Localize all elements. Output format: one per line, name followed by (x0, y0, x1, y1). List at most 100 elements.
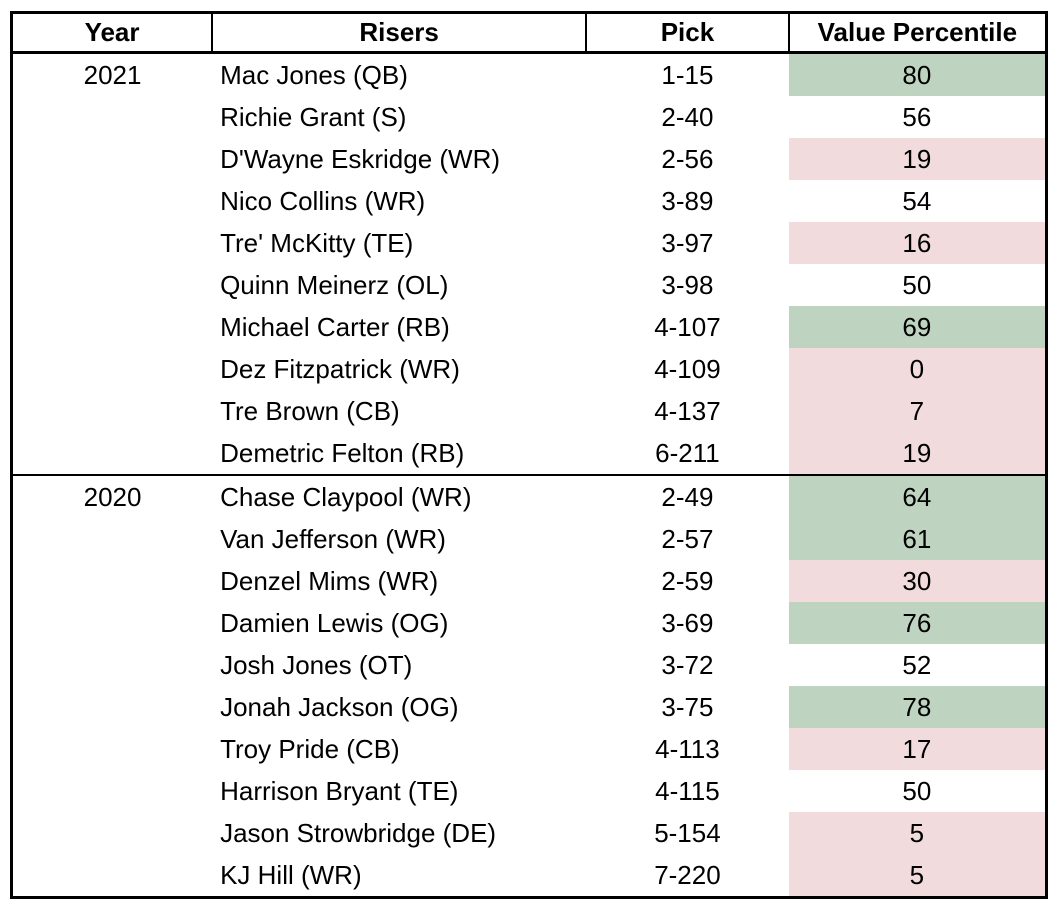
col-header-risers: Risers (212, 12, 588, 54)
value-percentile-cell: 5 (788, 854, 1047, 898)
value-percentile-cell: 16 (788, 222, 1047, 264)
value-percentile-cell: 69 (788, 306, 1047, 348)
table-row: Nico Collins (WR) 3-89 54 (12, 180, 1047, 222)
year-cell (12, 644, 213, 686)
year-cell (12, 306, 213, 348)
riser-player-cell: Jason Strowbridge (DE) (220, 817, 497, 848)
riser-player-cell: Michael Carter (RB) (220, 311, 450, 342)
riser-player-cell: Van Jefferson (WR) (220, 523, 446, 554)
pick-cell: 2-59 (661, 565, 714, 596)
value-percentile-cell: 17 (788, 728, 1047, 770)
pick-cell: 6-211 (655, 437, 720, 468)
year-cell (12, 686, 213, 728)
value-percentile-cell: 19 (788, 138, 1047, 180)
table-row: Josh Jones (OT) 3-72 52 (12, 644, 1047, 686)
riser-player-cell: Jonah Jackson (OG) (220, 691, 459, 722)
value-percentile-cell: 19 (788, 432, 1047, 475)
draft-risers-table-container: Year Risers Pick Value Percentile 2021 Ma… (10, 11, 1048, 899)
year-cell (12, 728, 213, 770)
table-row: Damien Lewis (OG) 3-69 76 (12, 602, 1047, 644)
riser-player-cell: Damien Lewis (OG) (220, 607, 449, 638)
pick-cell: 3-97 (661, 227, 714, 258)
year-cell (12, 348, 213, 390)
year-cell (12, 390, 213, 432)
value-percentile-cell: 50 (902, 775, 932, 806)
riser-player-cell: Chase Claypool (WR) (212, 474, 587, 518)
col-header-value-percentile: Value Percentile (788, 12, 1047, 54)
value-percentile-cell: 64 (788, 474, 1047, 518)
value-percentile-cell: 54 (902, 185, 932, 216)
table-row: Tre Brown (CB) 4-137 7 (12, 390, 1047, 432)
table-row: Van Jefferson (WR) 2-57 61 (12, 518, 1047, 560)
year-cell (12, 138, 213, 180)
pick-cell: 3-98 (661, 269, 714, 300)
table-row: Dez Fitzpatrick (WR) 4-109 0 (12, 348, 1047, 390)
riser-player-cell: Tre' McKitty (TE) (220, 227, 414, 258)
draft-risers-table: Year Risers Pick Value Percentile 2021 Ma… (10, 11, 1048, 899)
value-percentile-cell: 80 (788, 52, 1047, 96)
year-cell: 2021 (83, 59, 142, 90)
table-row: D'Wayne Eskridge (WR) 2-56 19 (12, 138, 1047, 180)
pick-cell: 3-89 (661, 185, 714, 216)
year-cell (12, 222, 213, 264)
value-percentile-cell: 52 (902, 649, 932, 680)
pick-cell: 4-115 (655, 775, 720, 806)
table-row: Michael Carter (RB) 4-107 69 (12, 306, 1047, 348)
value-percentile-cell: 50 (902, 269, 932, 300)
riser-player-cell: Mac Jones (QB) (220, 59, 408, 90)
year-cell (12, 770, 213, 812)
riser-player-cell: Demetric Felton (RB) (220, 437, 465, 468)
table-row: 2021 Mac Jones (QB) 1-15 80 (12, 52, 1047, 96)
riser-player-cell: Harrison Bryant (TE) (220, 775, 459, 806)
riser-player-cell: Richie Grant (S) (220, 101, 407, 132)
riser-player-cell: Josh Jones (OT) (220, 649, 413, 680)
pick-cell: 4-137 (654, 395, 721, 426)
riser-player-cell: D'Wayne Eskridge (WR) (220, 143, 501, 174)
pick-cell: 2-56 (661, 143, 714, 174)
year-cell (12, 96, 213, 138)
value-percentile-cell: 78 (788, 686, 1047, 728)
pick-cell: 2-57 (661, 523, 714, 554)
table-row: Jason Strowbridge (DE) 5-154 5 (12, 812, 1047, 854)
table-header: Year Risers Pick Value Percentile (11, 12, 1047, 54)
header-row: Year Risers Pick Value Percentile (11, 12, 1047, 54)
pick-cell: 4-109 (654, 353, 721, 384)
col-header-year: Year (11, 12, 214, 54)
riser-player-cell: Denzel Mims (WR) (220, 565, 439, 596)
year-cell (12, 180, 213, 222)
pick-cell: 1-15 (661, 59, 714, 90)
value-percentile-cell: 56 (902, 101, 932, 132)
riser-player-cell: Dez Fitzpatrick (WR) (220, 353, 460, 384)
col-header-pick: Pick (586, 12, 790, 54)
year-cell (12, 518, 213, 560)
pick-cell: 4-113 (655, 733, 720, 764)
year-cell (12, 264, 213, 306)
pick-cell: 2-49 (586, 474, 789, 518)
year-cell (12, 854, 213, 898)
value-percentile-cell: 30 (788, 560, 1047, 602)
table-row: Troy Pride (CB) 4-113 17 (12, 728, 1047, 770)
year-cell: 2020 (11, 474, 213, 518)
table-row: Richie Grant (S) 2-40 56 (12, 96, 1047, 138)
pick-cell: 3-69 (661, 607, 714, 638)
value-percentile-cell: 5 (788, 812, 1047, 854)
table-row: KJ Hill (WR) 7-220 5 (12, 854, 1047, 898)
riser-player-cell: Nico Collins (WR) (220, 185, 426, 216)
table-body: 2021 Mac Jones (QB) 1-15 80 Richie Grant (S)… (11, 52, 1047, 898)
year-cell (12, 432, 213, 475)
table-row: Harrison Bryant (TE) 4-115 50 (12, 770, 1047, 812)
value-percentile-cell: 61 (788, 518, 1047, 560)
value-percentile-cell: 0 (788, 348, 1047, 390)
riser-player-cell: Quinn Meinerz (OL) (220, 269, 449, 300)
table-row: Quinn Meinerz (OL) 3-98 50 (12, 264, 1047, 306)
riser-player-cell: Troy Pride (CB) (220, 733, 400, 764)
pick-cell: 7-220 (654, 859, 721, 890)
value-percentile-cell: 76 (788, 602, 1047, 644)
table-row: Demetric Felton (RB) 6-211 19 (12, 432, 1047, 475)
table-row: 2020 Chase Claypool (WR) 2-49 64 (11, 474, 1047, 518)
pick-cell: 5-154 (654, 817, 721, 848)
riser-player-cell: Tre Brown (CB) (220, 395, 400, 426)
pick-cell: 4-107 (654, 311, 721, 342)
table-row: Tre' McKitty (TE) 3-97 16 (12, 222, 1047, 264)
value-percentile-cell: 7 (788, 390, 1047, 432)
